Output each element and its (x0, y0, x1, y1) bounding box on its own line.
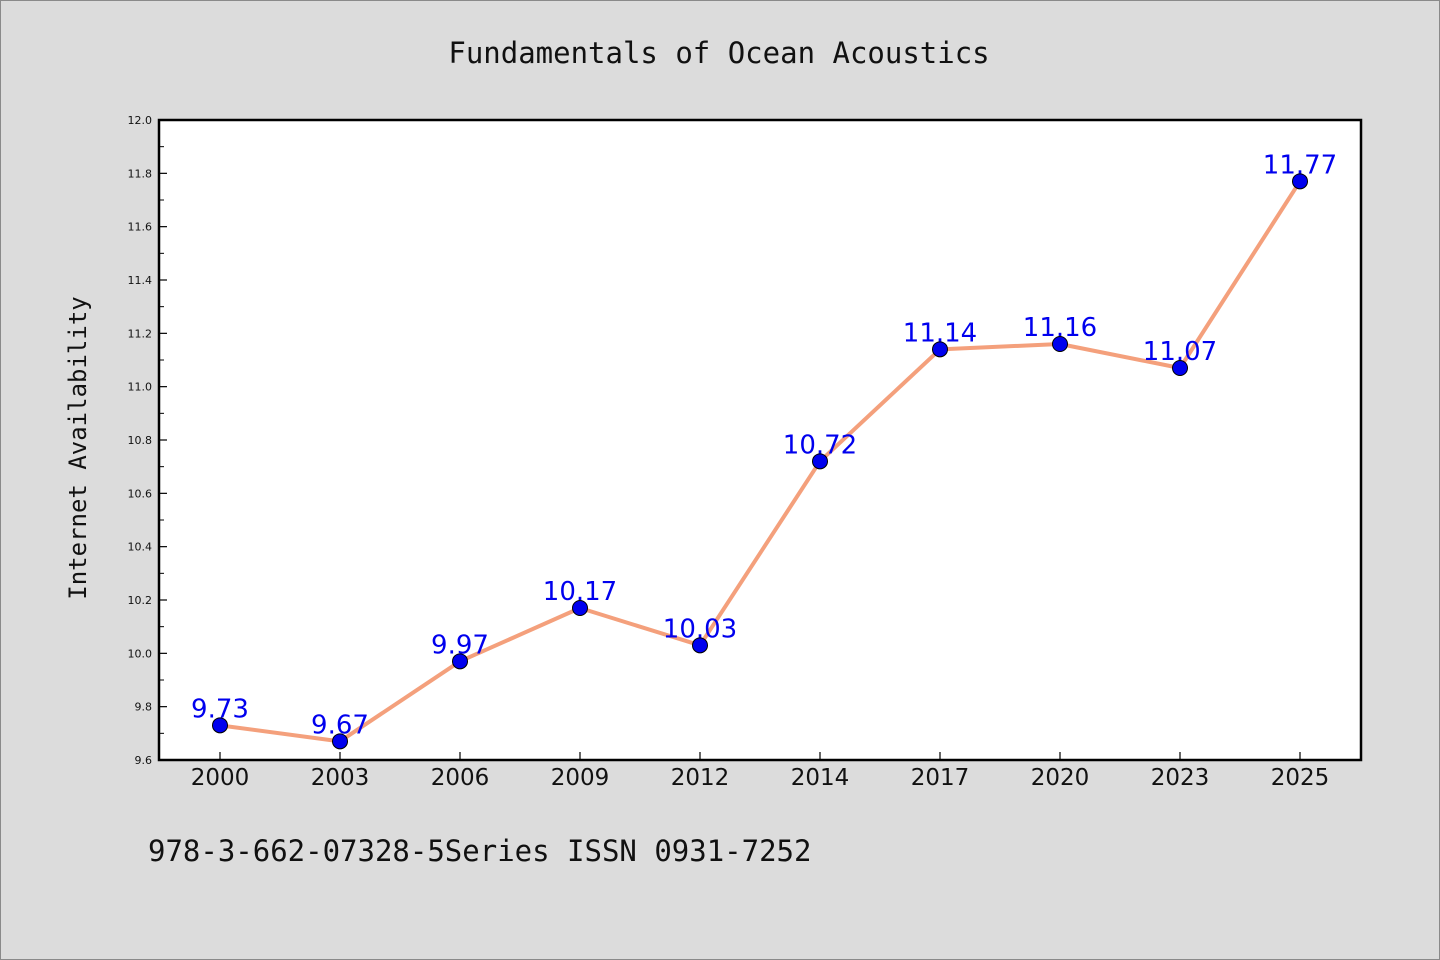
x-tick-label: 2009 (551, 765, 610, 791)
data-label: 10.72 (783, 430, 857, 460)
data-label: 9.97 (431, 630, 489, 660)
series-line (218, 179, 1302, 744)
data-point (932, 341, 948, 358)
x-tick-label: 2006 (431, 765, 490, 791)
footer-isbn-text: 978-3-662-07328-5Series ISSN 0931-7252 (148, 834, 812, 868)
data-label: 9.73 (191, 694, 249, 724)
y-tick-label: 9.8 (135, 701, 153, 714)
data-label: 10.03 (663, 614, 737, 644)
y-axis-ticks: 9.6 9.8 10.0 10.2 10.4 10.6 10.8 11.0 11.2 11.4 11… (128, 114, 167, 767)
x-tick-label: 2025 (1271, 765, 1330, 791)
data-label: 11.77 (1263, 150, 1337, 180)
data-point (572, 600, 588, 616)
y-tick-label: 10.0 (128, 647, 153, 660)
x-tick-label: 2017 (911, 765, 970, 791)
data-label: 9.67 (311, 710, 369, 740)
y-tick-label: 10.4 (128, 541, 153, 554)
data-label: 11.14 (903, 318, 977, 348)
chart-title: Fundamentals of Ocean Acoustics (448, 36, 989, 70)
data-label: 10.17 (543, 577, 617, 607)
data-point (1052, 336, 1068, 352)
data-label: 11.07 (1143, 337, 1217, 367)
data-point (1292, 173, 1308, 190)
y-tick-label: 11.4 (128, 274, 153, 287)
y-tick-label: 11.2 (128, 327, 153, 340)
y-tick-label: 10.2 (128, 594, 153, 607)
y-tick-label: 10.8 (128, 434, 153, 447)
data-point (212, 717, 228, 734)
plot-area (157, 118, 1363, 762)
x-tick-label: 2023 (1151, 765, 1210, 791)
data-markers (212, 173, 1308, 750)
x-tick-label: 2012 (671, 765, 730, 791)
y-axis-label: Internet Availability (64, 296, 92, 599)
data-label: 11.16 (1023, 313, 1097, 343)
x-tick-label: 2003 (311, 765, 370, 791)
x-tick-label: 2014 (791, 765, 850, 791)
x-axis-ticks: 2000 2003 2006 2009 2012 2014 2017 2020 2023 2025 (191, 752, 1330, 791)
y-tick-label: 9.6 (135, 754, 153, 767)
y-tick-label: 11.0 (128, 381, 153, 394)
y-tick-label: 10.6 (128, 487, 153, 500)
data-point (692, 637, 708, 654)
data-point (332, 733, 348, 750)
x-tick-label: 2000 (191, 765, 250, 791)
y-tick-label: 11.8 (128, 167, 153, 180)
data-point (812, 453, 828, 470)
y-tick-label: 12.0 (128, 114, 153, 127)
data-labels: 9.73 9.67 9.97 10.17 10.03 10.72 11.14 11.16 11.… (191, 150, 1337, 740)
data-point (1172, 360, 1188, 376)
data-point (452, 653, 468, 670)
x-tick-label: 2020 (1031, 765, 1090, 791)
y-tick-label: 11.6 (128, 221, 153, 234)
